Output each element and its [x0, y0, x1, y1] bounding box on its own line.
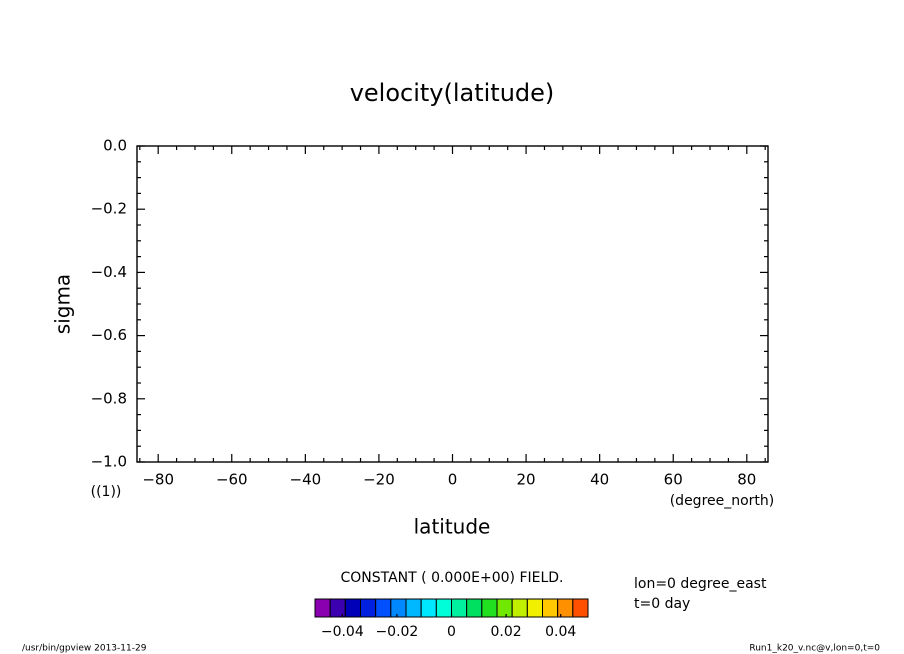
colorbar-swatch: [344, 598, 362, 618]
x-axis-unit: (degree_north): [670, 493, 775, 509]
footer-right: Run1_k20_v.nc@v,lon=0,t=0: [749, 644, 880, 654]
y-tick-label: −0.4: [91, 263, 127, 281]
colorbar-swatch: [390, 598, 407, 618]
field-note: CONSTANT ( 0.000E+00) FIELD.: [340, 570, 563, 586]
colorbar-swatch: [451, 598, 468, 618]
x-tick-label: −60: [216, 471, 248, 489]
axes: −80 −60 −40 −20 0 20 40 60 80 0.0 −0.2 −0.4 −0.6 −0.8…: [91, 137, 768, 640]
colorbar-swatch: [466, 598, 483, 618]
x-tick-label: −80: [142, 471, 174, 489]
colorbar-swatch: [526, 598, 543, 618]
y-axis-label: sigma: [51, 274, 75, 334]
colorbar-swatch: [375, 598, 392, 618]
footer-left: /usr/bin/gpview 2013-11-29: [22, 644, 147, 654]
colorbar-tick-label: 0: [447, 624, 456, 640]
x-tick-label: −20: [363, 471, 395, 489]
colorbar-swatch: [360, 598, 377, 618]
colorbar-swatch: [405, 598, 422, 618]
colorbar-swatch: [511, 598, 528, 618]
y-tick-label: −1.0: [91, 453, 127, 471]
x-tick-label: 40: [590, 471, 609, 489]
x-tick-label: 0: [448, 471, 458, 489]
chart-title: velocity(latitude): [350, 79, 555, 107]
colorbar-swatch: [496, 598, 513, 618]
colorbar-swatch: [435, 598, 453, 618]
x-tick-label: 20: [517, 471, 536, 489]
y-tick-label: −0.8: [91, 389, 127, 407]
y-tick-label: 0.0: [103, 137, 127, 155]
colorbar-swatch: [314, 598, 331, 618]
y-tick-label: −0.6: [91, 326, 127, 344]
colorbar-swatch: [481, 598, 498, 618]
colorbar-swatch: [572, 598, 589, 618]
colorbar-swatch: [329, 598, 346, 618]
y-tick-label: −0.2: [91, 200, 127, 218]
colorbar-tick-label: −0.02: [375, 624, 418, 640]
annotation: t=0 day: [634, 596, 690, 612]
colorbar-tick-label: −0.04: [321, 624, 364, 640]
x-tick-label: 60: [664, 471, 683, 489]
colorbar-swatch: [557, 598, 574, 618]
colorbar-swatch: [420, 598, 437, 618]
annotation: lon=0 degree_east: [634, 576, 767, 592]
x-axis-label: latitude: [414, 515, 491, 539]
colorbar-tick-label: 0.02: [491, 624, 522, 640]
x-tick-label: −40: [290, 471, 322, 489]
x-tick-label: 80: [737, 471, 756, 489]
y-axis-unit: ((1)): [91, 484, 122, 500]
colorbar-swatch: [542, 598, 559, 618]
colorbar-tick-label: 0.04: [545, 624, 576, 640]
